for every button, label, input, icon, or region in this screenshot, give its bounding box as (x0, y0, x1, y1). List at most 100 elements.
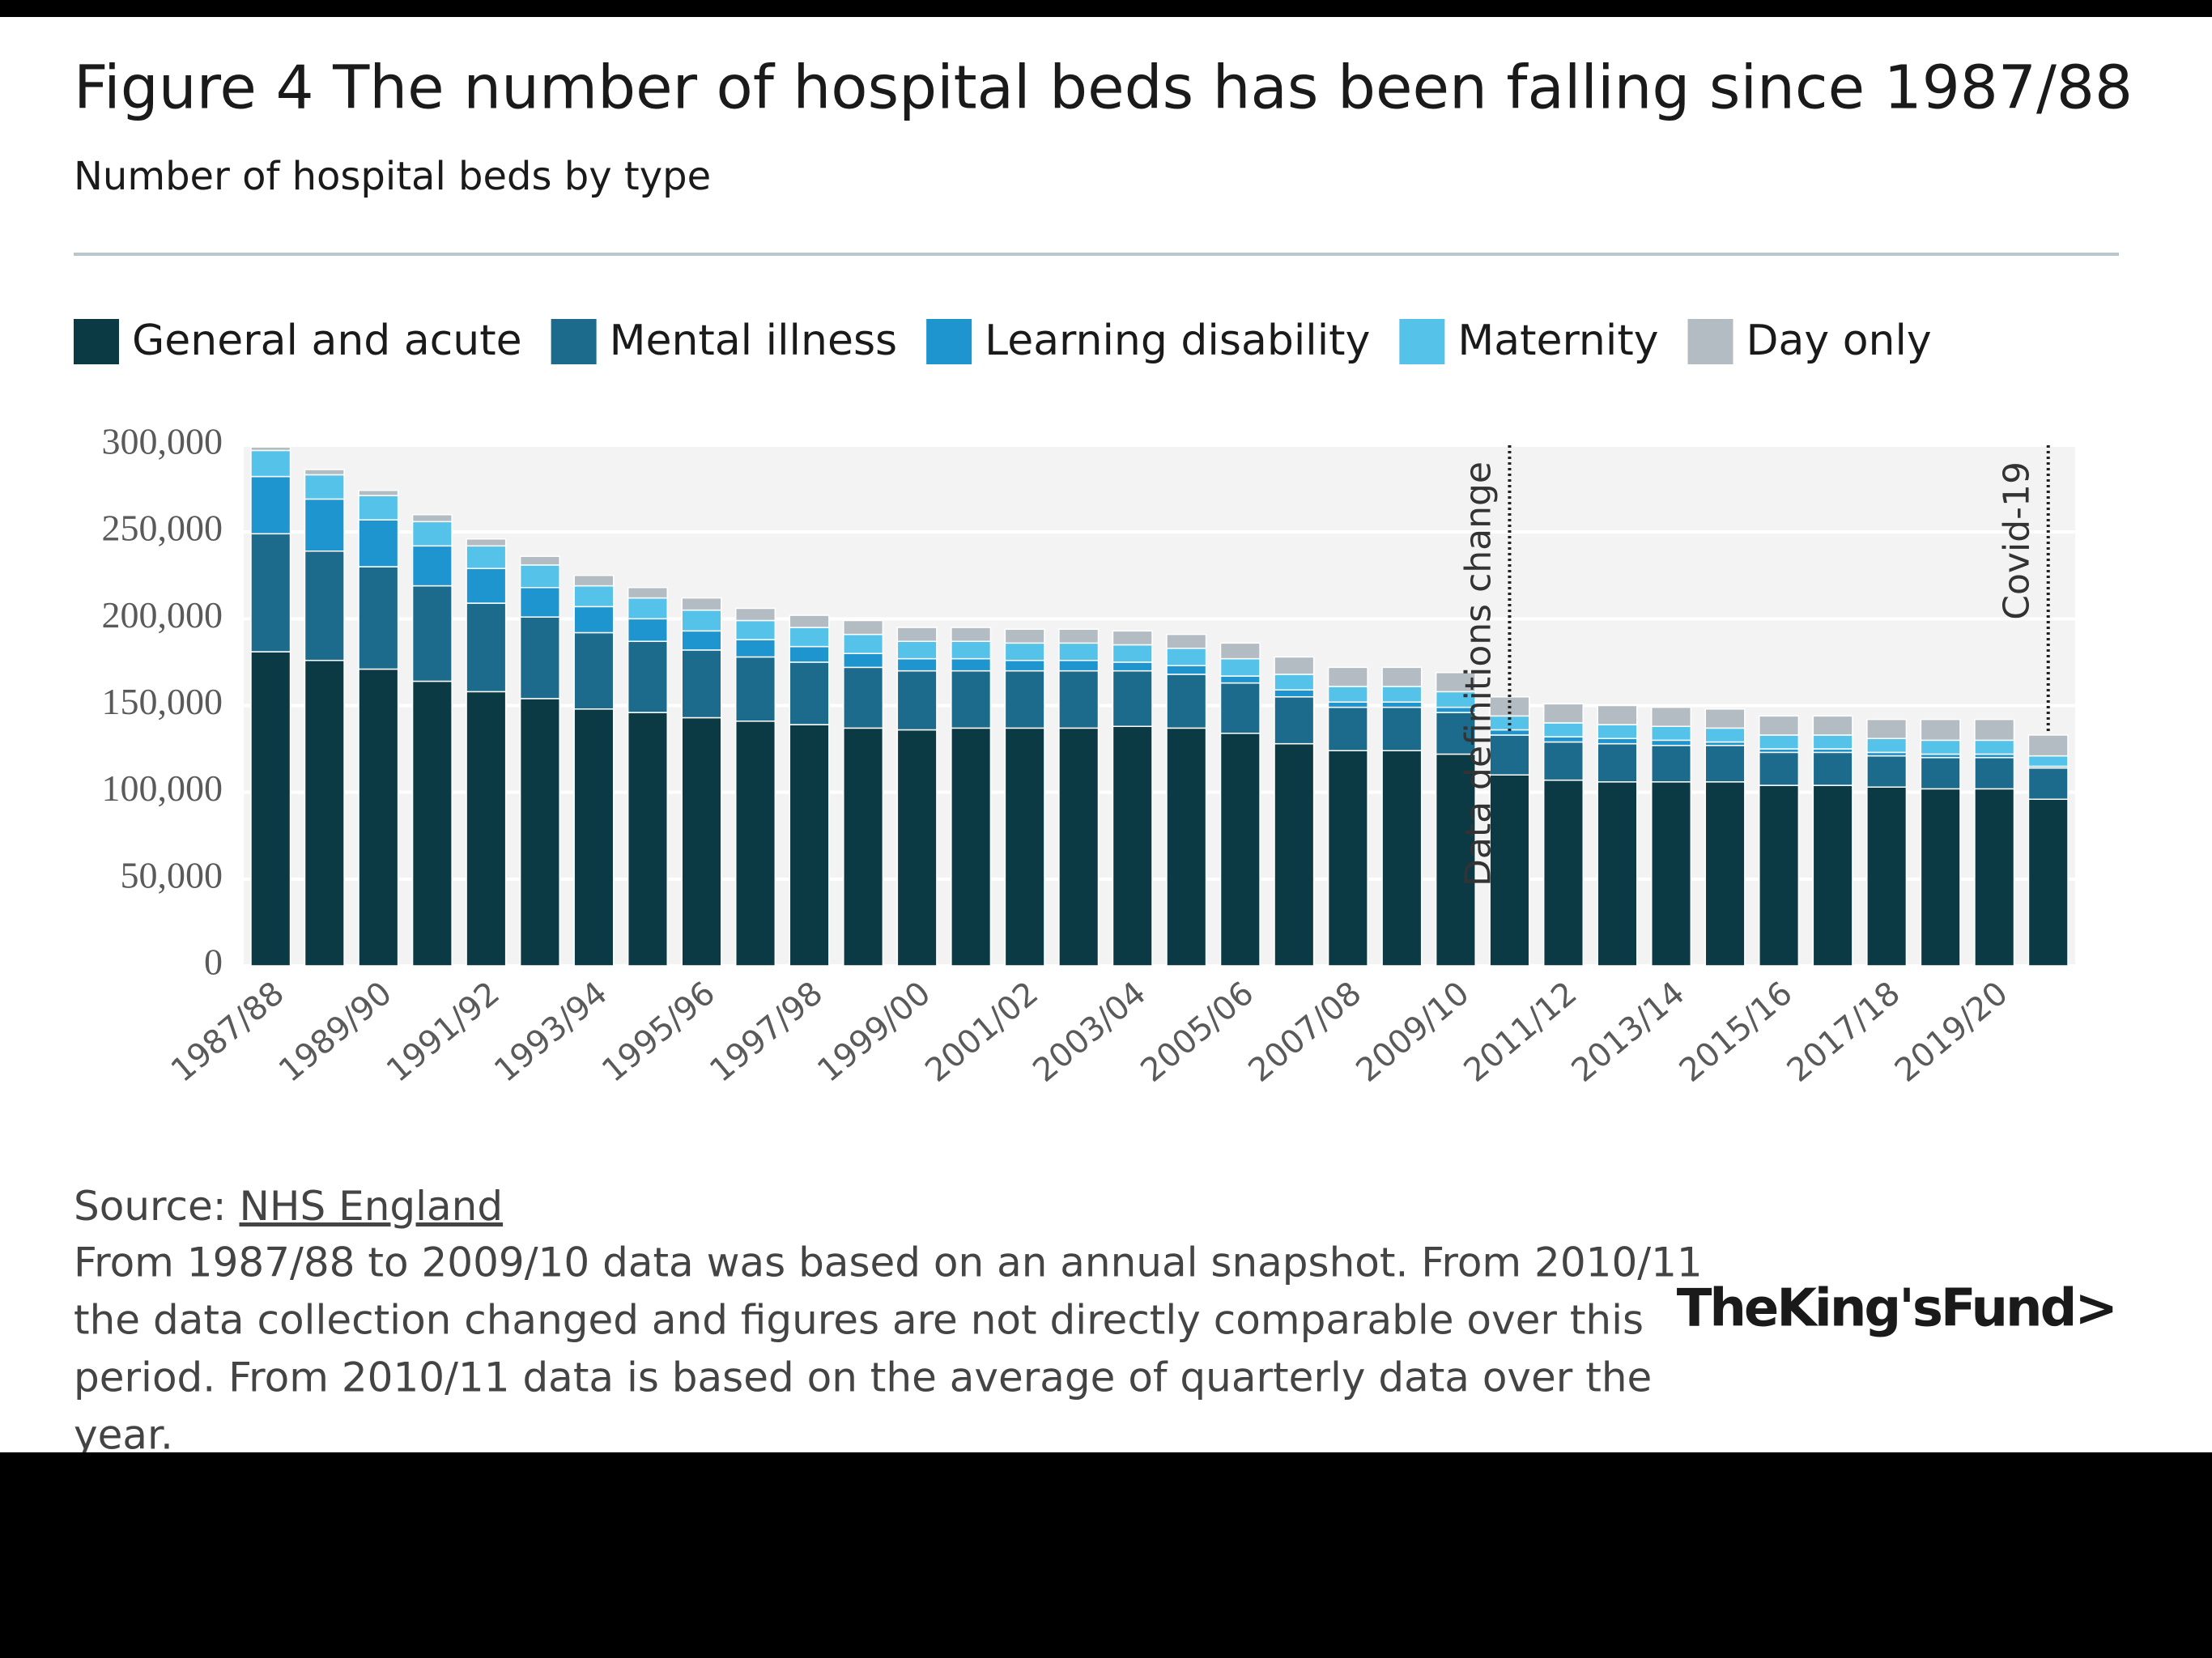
bar-segment (1219, 657, 1261, 677)
bar-segment (573, 631, 615, 710)
bar-segment (1704, 727, 1746, 743)
note-line: From 1987/88 to 2009/10 data was based o… (74, 1239, 1703, 1286)
bar-segment (411, 545, 453, 587)
bar-segment (1058, 727, 1100, 967)
legend-swatch (74, 319, 119, 364)
bar-segment (304, 660, 345, 967)
bar-segment (789, 614, 830, 628)
bar-segment (573, 585, 615, 608)
bar-segment (466, 545, 507, 569)
bar-segment (519, 616, 560, 699)
bar-segment (1812, 715, 1853, 736)
bar-segment (896, 670, 938, 731)
bar-segment (250, 475, 291, 535)
bar-segment (1974, 739, 2015, 755)
bar-segment (1759, 715, 1800, 736)
bar-segment (466, 691, 507, 967)
bar-segment (734, 619, 776, 640)
note-line: year. (74, 1412, 173, 1459)
source-link[interactable]: NHS England (239, 1183, 503, 1230)
bar-segment (1004, 642, 1045, 661)
bar-segment (789, 661, 830, 725)
source-label: Source: (74, 1183, 227, 1230)
bar-segment (951, 727, 992, 967)
bar-segment (304, 474, 345, 500)
bar-segment (1112, 725, 1153, 967)
bar-segment (1650, 781, 1692, 967)
bar-segment (843, 727, 884, 967)
legend-swatch (926, 319, 972, 364)
bar-segment (466, 568, 507, 604)
bar-segment (681, 609, 722, 632)
annotation-label: Data definitions change (1457, 461, 1499, 886)
annotation-label: Covid-19 (1997, 461, 2038, 620)
y-tick-label: 200,000 (102, 594, 223, 636)
bar-segment (1650, 739, 1692, 746)
bar-segment (1327, 701, 1368, 708)
bar-segment (1597, 724, 1638, 739)
bar-segment (789, 645, 830, 663)
bar-segment (250, 533, 291, 653)
bar-segment (1866, 738, 1908, 754)
bar-segment (519, 555, 560, 566)
bar-segment (1274, 696, 1315, 745)
bar-segment (1166, 648, 1207, 666)
bar-segment (1597, 742, 1638, 783)
bar-segment (573, 575, 615, 587)
bar-segment (1381, 686, 1423, 703)
y-tick-label: 100,000 (102, 767, 223, 809)
bar-segment (1542, 741, 1585, 781)
bar-segment (1058, 628, 1100, 644)
bar-segment (951, 657, 992, 672)
bar-segment (1920, 739, 1961, 755)
y-tick-label: 0 (204, 942, 223, 983)
bar-segment (250, 449, 291, 478)
y-tick-label: 250,000 (102, 508, 223, 549)
bar-segment (358, 566, 399, 670)
chart-subtitle: Number of hospital beds by type (74, 154, 711, 199)
bar-segment (627, 640, 669, 713)
bar-segment (1542, 703, 1585, 724)
bar-segment (1759, 784, 1800, 967)
bar-segment (1866, 786, 1908, 967)
bar-segment (681, 716, 722, 967)
bar-segment (1435, 672, 1476, 693)
bar-segment (1759, 751, 1800, 786)
bar-segment (1274, 674, 1315, 691)
bar-segment (789, 724, 830, 967)
bar-segment (1759, 734, 1800, 750)
bar-segment (843, 666, 884, 729)
bar-segment (627, 618, 669, 642)
bar-segment (1219, 675, 1261, 684)
legend-label: Maternity (1457, 317, 1658, 365)
bar-segment (2027, 755, 2069, 767)
bar-segment (734, 607, 776, 622)
bar-segment (734, 656, 776, 722)
bar-segment (519, 698, 560, 967)
bar-segment (304, 498, 345, 552)
legend-label: Learning disability (985, 317, 1370, 365)
bar-segment (1327, 750, 1368, 967)
bar-segment (304, 550, 345, 661)
source: Source: NHS England (74, 1183, 503, 1230)
bar-segment (250, 651, 291, 967)
bar-segment (1112, 661, 1153, 672)
bar-segment (1381, 706, 1423, 751)
bar-segment (1166, 665, 1207, 675)
legend-label: Day only (1746, 317, 1932, 365)
bar-segment (1004, 670, 1045, 729)
bar-segment (1327, 706, 1368, 751)
bar-segment (681, 630, 722, 651)
bar-segment (843, 653, 884, 669)
bar-segment (1112, 644, 1153, 663)
bar-segment (573, 708, 615, 967)
bar-segment (1219, 642, 1261, 660)
bar-segment (1974, 788, 2015, 967)
bar-segment (734, 639, 776, 658)
bar-segment (1166, 727, 1207, 967)
bar-segment (411, 513, 453, 523)
bar-segment (1327, 686, 1368, 703)
bar-segment (896, 657, 938, 672)
bar-segment (1381, 750, 1423, 967)
